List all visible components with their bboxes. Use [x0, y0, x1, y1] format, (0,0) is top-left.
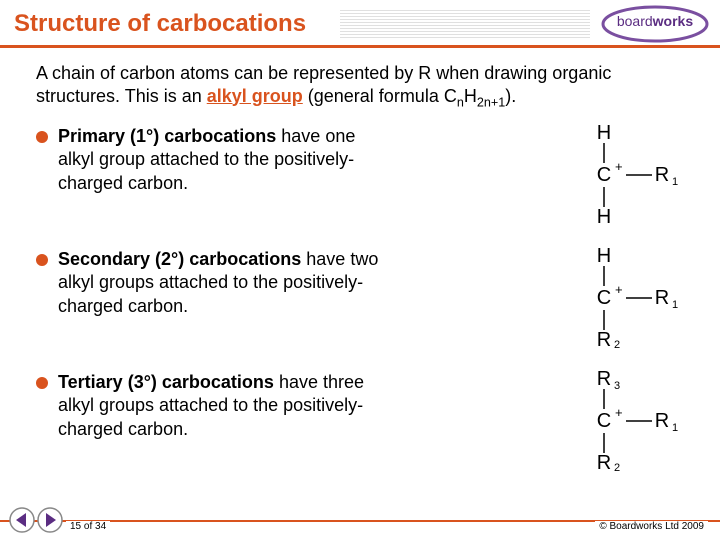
- formula-h: H: [464, 86, 477, 106]
- bullet-bold: Primary (1°) carbocations: [58, 126, 276, 146]
- svg-text:R: R: [597, 329, 611, 348]
- next-arrow-icon[interactable]: [36, 506, 64, 534]
- svg-text:H: H: [597, 125, 611, 144]
- bullet-dot-icon: [36, 131, 48, 143]
- bullet-bold: Secondary (2°) carbocations: [58, 249, 301, 269]
- svg-text:R: R: [655, 410, 669, 432]
- svg-text:3: 3: [614, 380, 620, 392]
- bullet-row: Tertiary (3°) carbocations have three al…: [36, 371, 684, 476]
- svg-text:2: 2: [614, 462, 620, 471]
- svg-text:2: 2: [614, 339, 620, 348]
- diagram-container: C+R3R2R1: [534, 371, 684, 476]
- svg-text:H: H: [597, 248, 611, 267]
- nav-arrows: [8, 506, 64, 534]
- diagram-container: C+HR2R1: [534, 248, 684, 353]
- page-title: Structure of carbocations: [14, 10, 306, 38]
- prev-arrow-icon[interactable]: [8, 506, 36, 534]
- diagram-container: C + H H R1: [534, 125, 684, 230]
- svg-text:C: C: [597, 287, 611, 309]
- carbocation-diagram: C + H H R1: [534, 125, 684, 225]
- svg-text:boardworks: boardworks: [617, 13, 693, 29]
- bullet-dot-icon: [36, 254, 48, 266]
- svg-text:C: C: [597, 410, 611, 432]
- svg-text:R: R: [597, 371, 611, 390]
- svg-text:H: H: [597, 206, 611, 225]
- bullet-list: Primary (1°) carbocations have one alkyl…: [36, 125, 684, 476]
- title-stripes: [340, 10, 590, 38]
- footer: 15 of 34 © Boardworks Ltd 2009: [0, 512, 720, 540]
- svg-text:1: 1: [672, 176, 678, 188]
- svg-text:1: 1: [672, 422, 678, 434]
- svg-text:R: R: [597, 452, 611, 471]
- svg-text:+: +: [615, 282, 623, 297]
- bullet-text: Secondary (2°) carbocations have two alk…: [58, 248, 388, 318]
- svg-text:C: C: [597, 164, 611, 186]
- svg-text:R: R: [655, 164, 669, 186]
- bullet-bold: Tertiary (3°) carbocations: [58, 372, 274, 392]
- content-area: A chain of carbon atoms can be represent…: [0, 48, 720, 476]
- svg-text:R: R: [655, 287, 669, 309]
- alkyl-term: alkyl group: [207, 86, 303, 106]
- copyright: © Boardworks Ltd 2009: [595, 521, 708, 532]
- boardworks-logo: boardworks: [600, 4, 710, 49]
- page-counter: 15 of 34: [66, 521, 110, 532]
- title-bar: Structure of carbocations boardworks: [0, 0, 720, 48]
- svg-text:+: +: [615, 405, 623, 420]
- carbocation-diagram: C+HR2R1: [534, 248, 684, 348]
- intro-end: ).: [505, 86, 516, 106]
- bullet-row: Secondary (2°) carbocations have two alk…: [36, 248, 684, 353]
- bullet-text: Primary (1°) carbocations have one alkyl…: [58, 125, 388, 195]
- svg-text:1: 1: [672, 299, 678, 311]
- bullet-row: Primary (1°) carbocations have one alkyl…: [36, 125, 684, 230]
- svg-text:+: +: [615, 159, 623, 174]
- formula-n: n: [457, 95, 464, 109]
- intro-paragraph: A chain of carbon atoms can be represent…: [36, 62, 684, 111]
- intro-post: (general formula C: [303, 86, 457, 106]
- formula-2n1: 2n+1: [477, 95, 505, 109]
- bullet-dot-icon: [36, 377, 48, 389]
- carbocation-diagram: C+R3R2R1: [534, 371, 684, 471]
- bullet-text: Tertiary (3°) carbocations have three al…: [58, 371, 388, 441]
